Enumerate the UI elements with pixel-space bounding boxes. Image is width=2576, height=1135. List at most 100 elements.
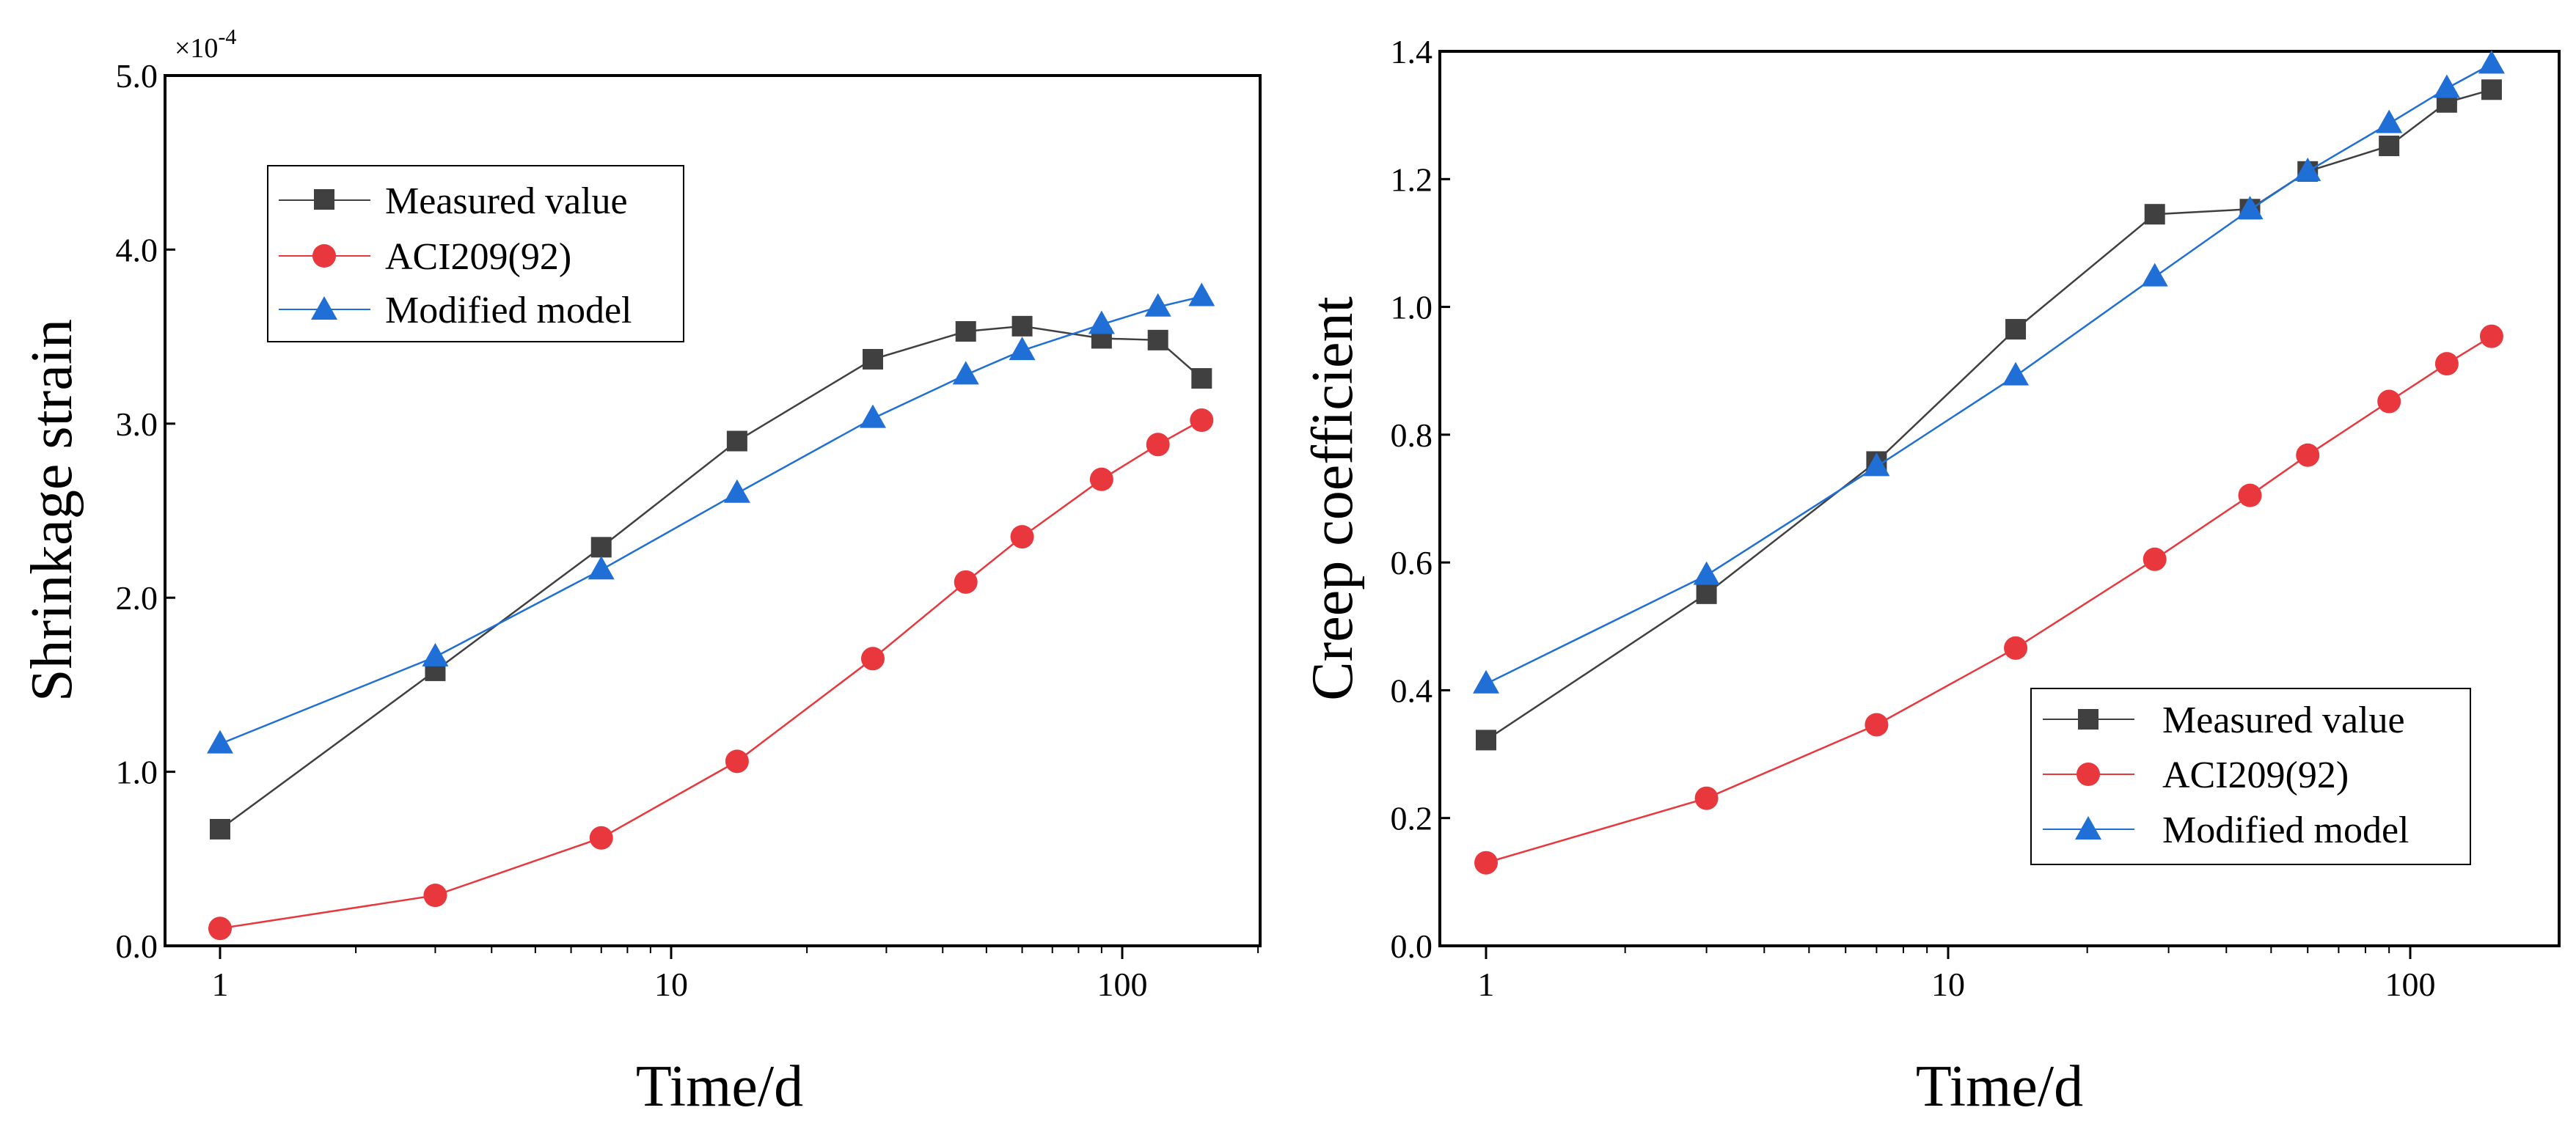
square-marker-icon bbox=[314, 189, 334, 210]
y-tick-label: 5.0 bbox=[116, 57, 158, 95]
y-tick-label: 1.0 bbox=[116, 754, 158, 791]
data-point-square bbox=[590, 537, 612, 558]
y-tick-label: 2.0 bbox=[116, 579, 158, 617]
series-line bbox=[219, 295, 1202, 745]
creep-chart: 0.0 0.2 0.4 0.6 0.8 1.0 1.2 1.4 1 10 100 Creep coe… bbox=[1300, 33, 2561, 1119]
legend-entry-aci: ACI209(92) bbox=[279, 236, 571, 278]
data-point-circle bbox=[2143, 547, 2167, 571]
data-point-triangle bbox=[2236, 196, 2264, 220]
series-line bbox=[1485, 335, 2492, 864]
data-point-square bbox=[2005, 319, 2027, 340]
data-point-triangle bbox=[1693, 561, 1720, 585]
y-tick-label: 4.0 bbox=[116, 231, 158, 268]
data-point-circle bbox=[2479, 324, 2503, 348]
data-point-circle bbox=[423, 884, 447, 908]
data-point-circle bbox=[2434, 352, 2459, 376]
data-point-triangle bbox=[723, 479, 750, 503]
data-point-triangle bbox=[1009, 337, 1036, 361]
y-tick-label: 0.4 bbox=[1391, 672, 1433, 709]
data-point-circle bbox=[1089, 467, 1113, 491]
data-point-circle bbox=[589, 826, 613, 850]
data-point-circle bbox=[2296, 443, 2320, 467]
x-tick-label: 10 bbox=[654, 966, 688, 1003]
data-point-square bbox=[2144, 204, 2165, 225]
data-point-triangle bbox=[2294, 157, 2321, 181]
legend-entry-modified: Modified model bbox=[2043, 809, 2409, 851]
legend-label: Measured value bbox=[385, 180, 628, 222]
legend-box bbox=[2030, 688, 2471, 865]
legend-label: ACI209(92) bbox=[2162, 754, 2349, 796]
y-tick-label: 1.2 bbox=[1391, 161, 1433, 198]
data-point-circle bbox=[1865, 713, 1889, 737]
data-point-square bbox=[210, 818, 230, 840]
data-point-triangle bbox=[1144, 293, 1171, 317]
data-point-square bbox=[1147, 329, 1168, 350]
x-tick-label: 1 bbox=[212, 966, 229, 1003]
data-point-triangle bbox=[588, 556, 615, 580]
data-point-triangle bbox=[860, 404, 887, 428]
legend-box bbox=[267, 165, 684, 342]
data-point-circle bbox=[1146, 433, 1170, 457]
data-point-square bbox=[726, 430, 747, 452]
data-point-square bbox=[955, 320, 976, 342]
y-tick-label: 0.0 bbox=[116, 928, 158, 965]
data-point-triangle bbox=[1088, 310, 1115, 334]
legend-label: ACI209(92) bbox=[385, 236, 571, 278]
series-line bbox=[219, 325, 1203, 830]
legend: Measured value ACI209(92) Modified model bbox=[2030, 688, 2471, 865]
y-tick-label: 0.6 bbox=[1391, 544, 1433, 581]
data-point-circle bbox=[725, 749, 749, 774]
shrinkage-chart: 0.0 1.0 2.0 3.0 4.0 5.0 1 10 100 ×10-4 Shrinkage… bbox=[20, 25, 1262, 1119]
data-point-triangle bbox=[2002, 361, 2030, 386]
legend-entry-measured: Measured value bbox=[279, 180, 628, 222]
plot-frame bbox=[1438, 50, 2561, 947]
data-point-circle bbox=[1694, 786, 1719, 810]
legend-label: Modified model bbox=[385, 290, 632, 331]
legend-entry-measured: Measured value bbox=[2043, 699, 2405, 741]
series-line bbox=[1485, 89, 2492, 741]
y-axis-title: Shrinkage strain bbox=[20, 319, 84, 702]
data-point-circle bbox=[954, 570, 978, 594]
y-axis-title: Creep coefficient bbox=[1300, 296, 1365, 701]
x-tick-label: 1 bbox=[1478, 966, 1495, 1003]
x-tick-label: 10 bbox=[1931, 966, 1965, 1003]
data-point-triangle bbox=[422, 642, 449, 666]
data-point-circle bbox=[208, 917, 232, 941]
data-point-circle bbox=[2004, 636, 2028, 660]
data-point-triangle bbox=[1863, 452, 1890, 477]
data-point-square bbox=[2379, 135, 2400, 156]
square-marker-icon bbox=[2078, 709, 2099, 730]
data-point-square bbox=[1696, 583, 1717, 604]
legend-label: Modified model bbox=[2162, 809, 2409, 851]
x-axis-title: Time/d bbox=[636, 1054, 803, 1119]
data-point-square bbox=[1011, 315, 1033, 337]
data-point-circle bbox=[2238, 483, 2262, 507]
y-multiplier-base: ×10 bbox=[175, 33, 218, 64]
creep-marks: 0.0 0.2 0.4 0.6 0.8 1.0 1.2 1.4 1 10 100 bbox=[1391, 33, 2505, 1003]
data-point-triangle bbox=[2376, 109, 2403, 133]
plot-frame bbox=[164, 74, 1262, 947]
y-tick-label: 1.4 bbox=[1391, 33, 1433, 70]
y-tick-label: 1.0 bbox=[1391, 289, 1433, 326]
data-point-square bbox=[1476, 730, 1496, 751]
data-point-triangle bbox=[2433, 74, 2460, 98]
legend: Measured value ACI209(92) Modified model bbox=[267, 165, 684, 342]
data-point-circle bbox=[2377, 389, 2401, 414]
data-point-square bbox=[863, 348, 884, 370]
series-line bbox=[219, 419, 1202, 930]
y-multiplier-exponent: -4 bbox=[218, 25, 236, 49]
series-line bbox=[1485, 63, 2492, 685]
data-point-triangle bbox=[2478, 50, 2505, 74]
y-tick-label: 0.2 bbox=[1391, 800, 1433, 837]
data-point-square bbox=[1191, 368, 1212, 389]
legend-label: Measured value bbox=[2162, 699, 2405, 741]
y-tick-label: 0.8 bbox=[1391, 416, 1433, 454]
y-tick-label: 0.0 bbox=[1391, 928, 1433, 965]
legend-entry-modified: Modified model bbox=[279, 290, 632, 331]
data-point-circle bbox=[1190, 408, 1214, 433]
shrinkage-marks: 0.0 1.0 2.0 3.0 4.0 5.0 1 10 100 bbox=[116, 57, 1259, 1003]
x-axis-title: Time/d bbox=[1916, 1054, 2083, 1119]
circle-marker-icon bbox=[2076, 763, 2100, 786]
triangle-marker-icon bbox=[311, 296, 337, 320]
